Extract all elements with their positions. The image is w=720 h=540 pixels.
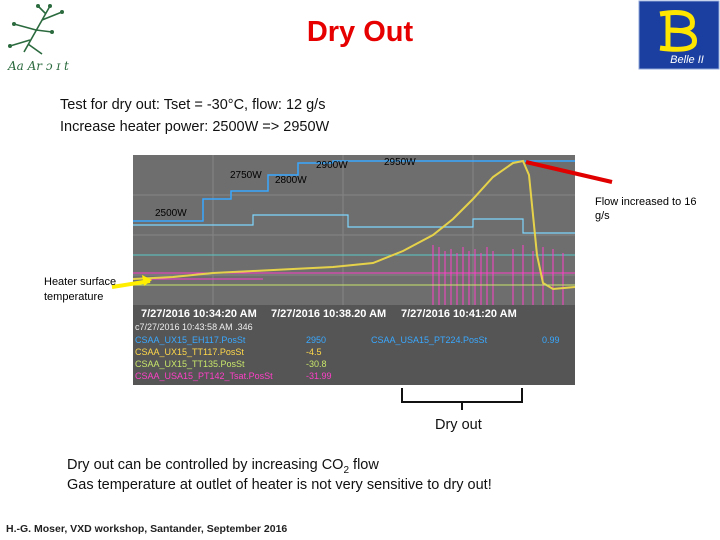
institute-logo-icon: Aa Ar ɔ ɪ t — [7, 4, 69, 73]
trend-plot: 7/27/2016 10:34:20 AM 7/27/2016 10:38.20… — [133, 155, 575, 385]
time-tick-0: 7/27/2016 10:34:20 AM — [141, 308, 257, 320]
series-heater-temp — [133, 159, 575, 291]
svg-text:Aa Ar ɔ ɪ t: Aa Ar ɔ ɪ t — [7, 59, 69, 72]
power-label-2950: 2950W — [384, 157, 416, 168]
page-title: Dry Out — [306, 16, 414, 48]
note-line1-pre: Dry out can be controlled by increasing … — [67, 457, 344, 473]
trend-plot-svg: 7/27/2016 10:34:20 AM 7/27/2016 10:38.20… — [133, 155, 575, 385]
power-label-2500: 2500W — [155, 208, 187, 219]
legend-name-3: CSAA_USA15_PT142_Tsat.PosSt — [135, 371, 273, 381]
legend-value-2: -30.8 — [306, 359, 327, 369]
legend-name-1: CSAA_UX15_TT117.PosSt — [135, 347, 244, 357]
annotation-flow-increased: Flow increased to 16 g/s — [595, 196, 697, 222]
power-label-2800: 2800W — [275, 175, 307, 186]
power-label-2900: 2900W — [316, 160, 348, 171]
legend-value-1: -4.5 — [306, 347, 322, 357]
legend-name-0: CSAA_UX15_EH117.PosSt — [135, 335, 246, 345]
note-line2: Gas temperature at outlet of heater is n… — [67, 477, 492, 493]
footer: H.-G. Moser, VXD workshop, Santander, Se… — [6, 523, 288, 535]
cursor-time: c7/27/2016 10:43:58 AM .346 — [135, 322, 253, 332]
time-tick-2: 7/27/2016 10:41:20 AM — [401, 308, 517, 320]
heater-arrowhead — [142, 275, 152, 286]
legend: CSAA_UX15_EH117.PosSt 2950 CSAA_UX15_TT1… — [135, 335, 560, 381]
gridlines — [133, 155, 575, 305]
time-tick-1: 7/27/2016 10:38.20 AM — [271, 308, 386, 320]
subtitle-line2: Increase heater power: 2500W => 2950W — [60, 119, 330, 135]
belle-logo-text: Belle II — [670, 54, 704, 66]
legend-value-3: -31.99 — [306, 371, 332, 381]
note-line1-sub: 2 — [343, 464, 350, 476]
legend-value-0: 2950 — [306, 335, 326, 345]
legend-name-4: CSAA_USA15_PT224.PosSt — [371, 335, 488, 345]
note-line1-post: flow — [349, 457, 379, 473]
series-pressure — [133, 214, 575, 234]
legend-name-2: CSAA_UX15_TT135.PosSt — [135, 359, 245, 369]
annotation-heater-surface: Heater surface temperature — [44, 276, 117, 303]
dry-out-bracket — [401, 388, 523, 403]
institute-logo: Aa Ar ɔ ɪ t — [2, 2, 110, 73]
belle-ii-logo: Belle II — [638, 0, 720, 70]
legend-value-4: 0.99 — [542, 335, 560, 345]
power-label-2750: 2750W — [230, 170, 262, 181]
annotation-dry-out: Dry out — [435, 417, 482, 433]
note-line1: Dry out can be controlled by increasing … — [67, 457, 379, 476]
series-heater-power — [133, 160, 575, 222]
subtitle-line1: Test for dry out: Tset = -30°C, flow: 12… — [60, 97, 326, 113]
flow-arrow — [525, 160, 613, 184]
